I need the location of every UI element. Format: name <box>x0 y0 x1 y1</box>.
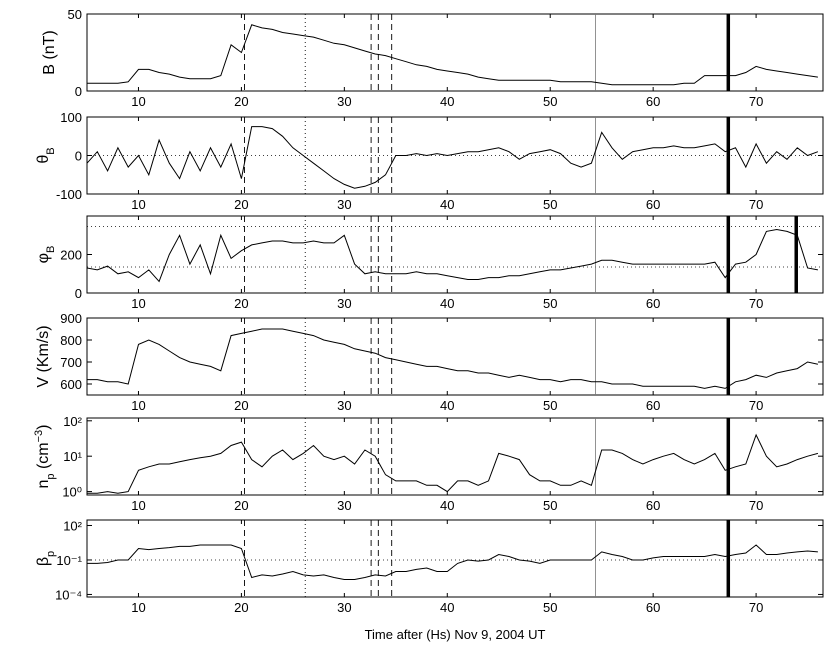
y-axis-label: B (nT) <box>41 30 58 74</box>
y-tick-label: 10² <box>63 518 82 533</box>
y-axis-label-part: ) <box>35 424 52 429</box>
plot-frame <box>86 317 824 396</box>
x-tick-label: 30 <box>337 197 351 212</box>
data-line <box>87 433 819 494</box>
y-axis-label: βp <box>35 551 57 566</box>
x-tick-label: 10 <box>131 94 145 109</box>
x-tick-label: 70 <box>749 498 763 513</box>
x-tick-label: 40 <box>440 296 454 311</box>
x-tick-label: 50 <box>543 94 557 109</box>
x-axis-label: Time after (Hs) Nov 9, 2004 UT <box>365 627 546 642</box>
data-line <box>87 24 818 86</box>
y-tick-label: 10⁻¹ <box>56 553 82 568</box>
panel: 10 20 30 40 50 60 70 600 700 800 900 V (Km/s) <box>35 311 824 413</box>
x-tick-label: 20 <box>234 94 248 109</box>
plot-frame <box>86 519 824 598</box>
y-axis-label-part: φ <box>35 253 52 263</box>
y-tick-label: 10² <box>63 414 82 429</box>
data-line <box>87 126 819 189</box>
y-tick-label: 0 <box>75 149 82 164</box>
y-tick-label: 700 <box>60 355 82 370</box>
y-axis-label-part: p <box>45 473 57 479</box>
x-tick-label: 70 <box>749 600 763 615</box>
x-tick-label: 30 <box>337 600 351 615</box>
x-tick-label: 50 <box>543 398 557 413</box>
y-axis-label-part: θ <box>35 155 52 164</box>
x-tick-label: 60 <box>646 296 660 311</box>
y-tick-label: 200 <box>60 248 82 263</box>
y-axis-label-part: β <box>35 557 52 566</box>
y-tick-label: 100 <box>60 110 82 125</box>
y-tick-label: 0 <box>75 286 82 301</box>
plot-frame <box>86 215 824 294</box>
y-tick-label: 900 <box>60 311 82 326</box>
panel: 10 20 30 40 50 60 70 10⁻⁴ 10⁻¹ 10² βp Time after (H… <box>35 518 824 642</box>
y-tick-label: 10¹ <box>63 449 82 464</box>
y-axis-label-part: B <box>45 246 57 253</box>
x-tick-label: 50 <box>543 296 557 311</box>
y-axis-label-part: B (nT) <box>41 30 58 74</box>
x-tick-label: 40 <box>440 600 454 615</box>
panel: 10 20 30 40 50 60 70 0 50 B (nT) <box>41 7 824 109</box>
x-tick-label: 50 <box>543 498 557 513</box>
x-tick-label: 50 <box>543 600 557 615</box>
y-axis-label-part: p <box>45 551 57 557</box>
x-tick-label: 10 <box>131 600 145 615</box>
x-tick-label: 60 <box>646 600 660 615</box>
y-axis-label: φB <box>35 246 57 264</box>
x-tick-label: 70 <box>749 197 763 212</box>
x-tick-label: 40 <box>440 498 454 513</box>
x-tick-label: 10 <box>131 296 145 311</box>
x-tick-label: 70 <box>749 94 763 109</box>
x-tick-label: 40 <box>440 197 454 212</box>
x-tick-label: 70 <box>749 296 763 311</box>
y-axis-label: θB <box>35 147 57 163</box>
data-line <box>87 328 819 389</box>
x-tick-label: 40 <box>440 94 454 109</box>
data-line <box>87 228 818 283</box>
y-axis-label: np (cm−3) <box>33 424 57 488</box>
y-tick-label: 800 <box>60 333 82 348</box>
y-tick-label: 10⁻⁴ <box>55 587 82 602</box>
x-tick-label: 20 <box>234 197 248 212</box>
y-tick-label: 0 <box>75 84 82 99</box>
x-tick-label: 60 <box>646 94 660 109</box>
y-axis-label-part: (cm <box>35 442 52 473</box>
x-tick-label: 50 <box>543 197 557 212</box>
x-tick-label: 10 <box>131 498 145 513</box>
y-axis-label: V (Km/s) <box>35 325 52 387</box>
x-tick-label: 30 <box>337 94 351 109</box>
x-tick-label: 10 <box>131 398 145 413</box>
y-axis-label-part: B <box>45 147 57 154</box>
y-axis-label-part: n <box>35 480 52 489</box>
x-tick-label: 30 <box>337 498 351 513</box>
x-tick-label: 20 <box>234 600 248 615</box>
x-tick-label: 20 <box>234 296 248 311</box>
y-tick-label: 50 <box>68 7 82 22</box>
x-tick-label: 40 <box>440 398 454 413</box>
data-line <box>87 544 818 580</box>
x-tick-label: 30 <box>337 398 351 413</box>
y-tick-label: 10⁰ <box>62 485 82 500</box>
x-tick-label: 60 <box>646 498 660 513</box>
x-tick-label: 20 <box>234 398 248 413</box>
y-axis-label-part: −3 <box>33 430 45 443</box>
y-tick-label: -100 <box>56 187 82 202</box>
panel: 10 20 30 40 50 60 70 -100 0 100 θB <box>35 110 824 212</box>
y-axis-label-part: V (Km/s) <box>35 325 52 387</box>
x-tick-label: 70 <box>749 398 763 413</box>
plot-frame <box>86 13 824 92</box>
x-tick-label: 60 <box>646 197 660 212</box>
x-tick-label: 30 <box>337 296 351 311</box>
y-tick-label: 600 <box>60 377 82 392</box>
x-tick-label: 60 <box>646 398 660 413</box>
x-tick-label: 10 <box>131 197 145 212</box>
panel: 10 20 30 40 50 60 70 10⁰ 10¹ 10² np (cm−3) <box>33 414 824 513</box>
x-tick-label: 20 <box>234 498 248 513</box>
